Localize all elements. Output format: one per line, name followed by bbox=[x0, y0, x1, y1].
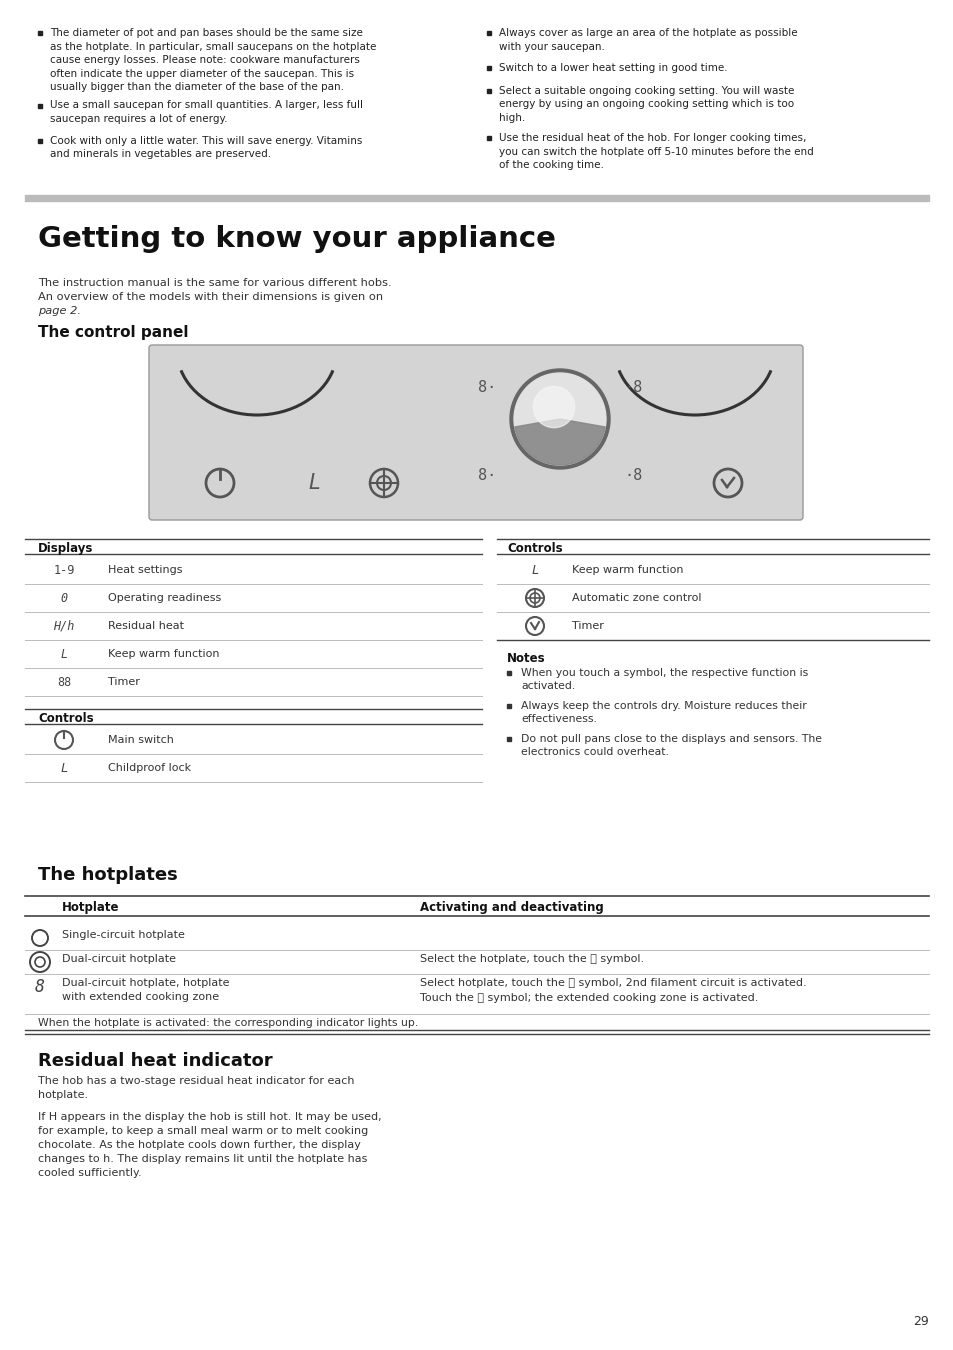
Text: The diameter of pot and pan bases should be the same size
as the hotplate. In pa: The diameter of pot and pan bases should… bbox=[50, 28, 376, 92]
Text: ·8: ·8 bbox=[623, 467, 641, 482]
Text: Notes: Notes bbox=[506, 652, 545, 666]
Text: The instruction manual is the same for various different hobs.
An overview of th: The instruction manual is the same for v… bbox=[38, 278, 392, 302]
Text: Automatic zone control: Automatic zone control bbox=[572, 593, 700, 603]
Text: 0: 0 bbox=[60, 591, 68, 605]
Text: Controls: Controls bbox=[38, 711, 93, 725]
Text: Displays: Displays bbox=[38, 541, 93, 555]
Text: Select hotplate, touch the Ⓧ symbol, 2nd filament circuit is activated.
Touch th: Select hotplate, touch the Ⓧ symbol, 2nd… bbox=[419, 977, 806, 1003]
Text: If H appears in the display the hob is still hot. It may be used,
for example, t: If H appears in the display the hob is s… bbox=[38, 1112, 381, 1179]
Wedge shape bbox=[515, 418, 604, 464]
Text: 8·: 8· bbox=[477, 467, 496, 482]
Text: L: L bbox=[60, 648, 68, 660]
Text: The hob has a two-stage residual heat indicator for each
hotplate.: The hob has a two-stage residual heat in… bbox=[38, 1076, 355, 1100]
Text: Switch to a lower heat setting in good time.: Switch to a lower heat setting in good t… bbox=[498, 63, 727, 73]
Text: Getting to know your appliance: Getting to know your appliance bbox=[38, 225, 556, 252]
Text: Use the residual heat of the hob. For longer cooking times,
you can switch the h: Use the residual heat of the hob. For lo… bbox=[498, 134, 813, 170]
Text: Main switch: Main switch bbox=[108, 734, 173, 745]
Text: L: L bbox=[531, 563, 538, 576]
Circle shape bbox=[510, 369, 609, 468]
Text: Use a small saucepan for small quantities. A larger, less full
saucepan requires: Use a small saucepan for small quantitie… bbox=[50, 100, 363, 124]
Text: L: L bbox=[308, 472, 319, 493]
Text: Dual-circuit hotplate, hotplate
with extended cooking zone: Dual-circuit hotplate, hotplate with ext… bbox=[62, 977, 230, 1002]
Text: When the hotplate is activated: the corresponding indicator lights up.: When the hotplate is activated: the corr… bbox=[38, 1018, 417, 1027]
Text: Operating readiness: Operating readiness bbox=[108, 593, 221, 603]
Text: Timer: Timer bbox=[108, 676, 140, 687]
Text: Hotplate: Hotplate bbox=[62, 900, 119, 914]
Text: Keep warm function: Keep warm function bbox=[108, 649, 219, 659]
Text: Select the hotplate, touch the Ⓧ symbol.: Select the hotplate, touch the Ⓧ symbol. bbox=[419, 954, 643, 964]
Text: ·8: ·8 bbox=[623, 379, 641, 394]
Text: Timer: Timer bbox=[572, 621, 603, 630]
Text: Select a suitable ongoing cooking setting. You will waste
energy by using an ong: Select a suitable ongoing cooking settin… bbox=[498, 85, 794, 123]
Text: When you touch a symbol, the respective function is
activated.: When you touch a symbol, the respective … bbox=[520, 668, 807, 691]
Text: The control panel: The control panel bbox=[38, 325, 189, 340]
Text: L: L bbox=[60, 761, 68, 775]
FancyBboxPatch shape bbox=[149, 346, 802, 520]
Text: 8·: 8· bbox=[477, 379, 496, 394]
Text: 1-9: 1-9 bbox=[53, 563, 74, 576]
Circle shape bbox=[533, 386, 574, 428]
Text: 88: 88 bbox=[57, 675, 71, 688]
Text: H/h: H/h bbox=[53, 620, 74, 633]
Text: Heat settings: Heat settings bbox=[108, 566, 182, 575]
Text: 29: 29 bbox=[912, 1315, 928, 1328]
Text: Residual heat indicator: Residual heat indicator bbox=[38, 1052, 273, 1071]
Text: Dual-circuit hotplate: Dual-circuit hotplate bbox=[62, 954, 175, 964]
Text: Controls: Controls bbox=[506, 541, 562, 555]
Text: Do not pull pans close to the displays and sensors. The
electronics could overhe: Do not pull pans close to the displays a… bbox=[520, 734, 821, 757]
Text: Keep warm function: Keep warm function bbox=[572, 566, 682, 575]
Text: Activating and deactivating: Activating and deactivating bbox=[419, 900, 603, 914]
Text: The hotplates: The hotplates bbox=[38, 865, 177, 884]
Circle shape bbox=[514, 373, 605, 464]
Text: 8: 8 bbox=[35, 977, 45, 996]
Text: Cook with only a little water. This will save energy. Vitamins
and minerals in v: Cook with only a little water. This will… bbox=[50, 135, 362, 159]
Text: Always keep the controls dry. Moisture reduces their
effectiveness.: Always keep the controls dry. Moisture r… bbox=[520, 701, 806, 724]
Text: Residual heat: Residual heat bbox=[108, 621, 184, 630]
Text: Childproof lock: Childproof lock bbox=[108, 763, 191, 774]
Text: Always cover as large an area of the hotplate as possible
with your saucepan.: Always cover as large an area of the hot… bbox=[498, 28, 797, 51]
Text: page 2.: page 2. bbox=[38, 306, 81, 316]
Text: Single-circuit hotplate: Single-circuit hotplate bbox=[62, 930, 185, 940]
